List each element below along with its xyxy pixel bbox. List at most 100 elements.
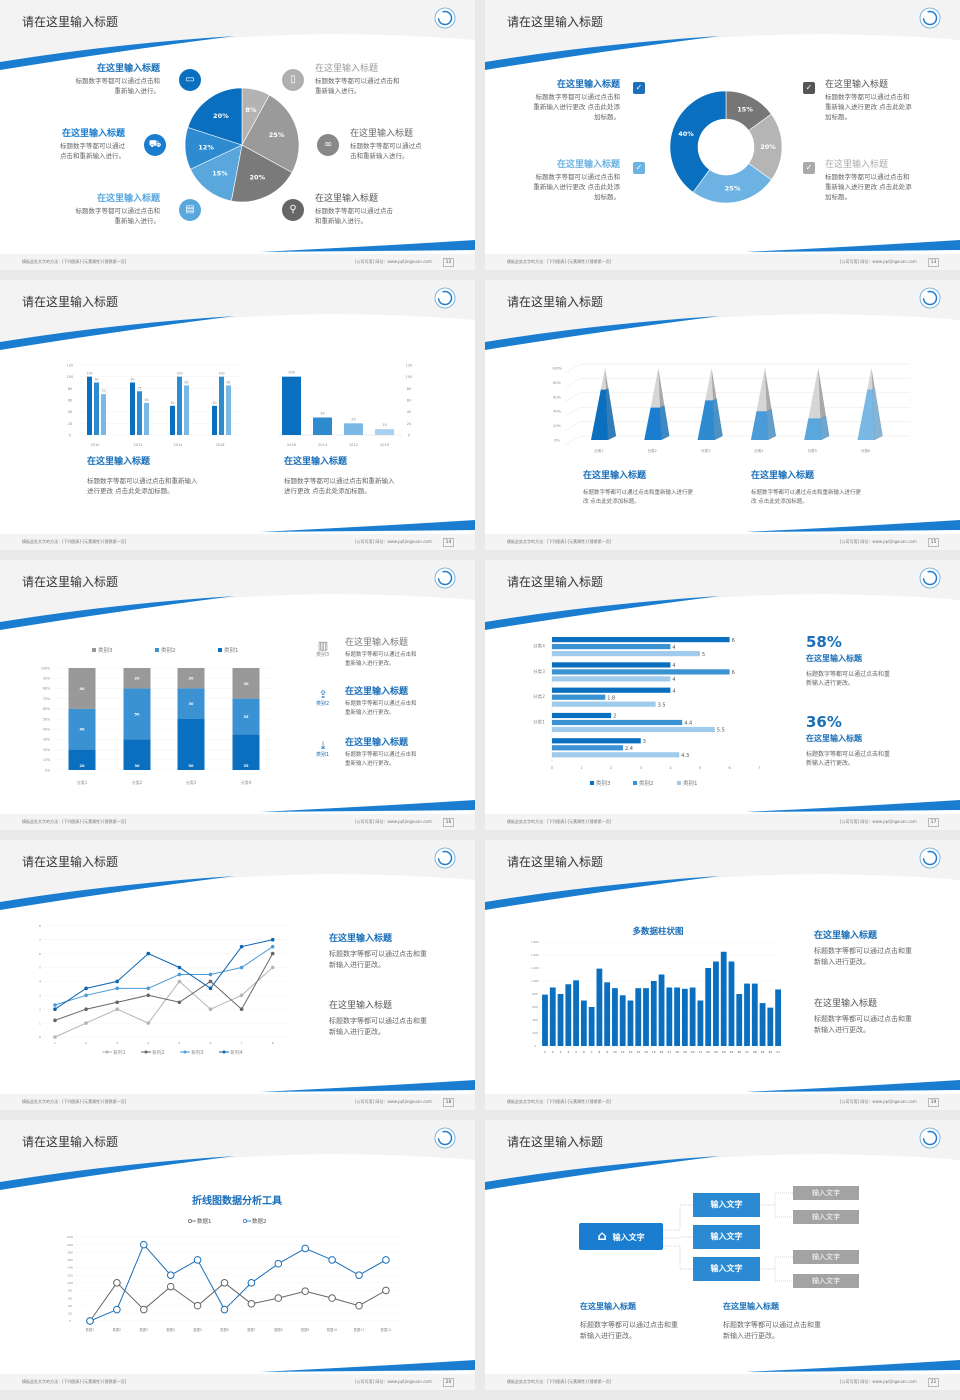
data-point (53, 1018, 57, 1023)
data-point (140, 1305, 148, 1314)
slide-14[interactable]: 请在这里输入标题 模板此处文字的方法：[下列图表]-[元素属性]-[替换第一页] [… (0, 280, 475, 550)
data-label: 30 (320, 412, 324, 416)
bar (552, 662, 671, 668)
item-desc: 标题数字等都可以通过点击和 重新输入进行更改 点击此处添 加标题。 (533, 173, 620, 202)
footer-swoosh (745, 520, 960, 532)
legend-marker (243, 1219, 247, 1223)
data-label: 5.5 (717, 728, 725, 734)
x-tick-label: 19 (683, 1050, 687, 1054)
item-desc: 标题数字等都可以通过点击和 重新输入进行。 (315, 77, 400, 96)
slide-18[interactable]: 请在这里输入标题 模板此处文字的方法：[下列图表]-[元素属性]-[替换第一页] [… (0, 840, 475, 1110)
slide-20[interactable]: 请在这里输入标题 模板此处文字的方法：[下列图表]-[元素属性]-[替换第一页] [… (0, 1120, 475, 1390)
item-desc: 标题数字等都可以通过点击 和重新输入进行。 (315, 207, 393, 226)
bar (184, 385, 189, 435)
legend-swatch (677, 781, 681, 785)
footer-swoosh (260, 1080, 475, 1092)
y-tick-label: 7 (39, 938, 41, 942)
binoculars-icon: ∞ (317, 134, 339, 156)
stacked-bar (68, 708, 96, 750)
checkbox-checked-icon[interactable]: ✓ (633, 162, 645, 174)
slide-12[interactable]: 请在这里输入标题 模板此处文字的方法：[下列图表]-[元素属性]-[替换第一页] [… (0, 0, 475, 270)
slide-17[interactable]: 请在这里输入标题 模板此处文字的方法：[下列图表]-[元素属性]-[替换第一页] [… (485, 560, 960, 830)
stacked-bar (123, 739, 151, 770)
child-node[interactable]: 输入文字 (693, 1257, 760, 1281)
slide-decor (485, 280, 960, 550)
data-point (239, 1007, 244, 1011)
footer-left-text: 模板此处文字的方法：[下列图表]-[元素属性]-[替换第一页] (507, 819, 612, 824)
child-node[interactable]: 输入文字 (693, 1193, 760, 1217)
slide-13[interactable]: 请在这里输入标题 模板此处文字的方法：[下列图表]-[元素属性]-[替换第一页] [… (485, 0, 960, 270)
y-tick-label: 20 (68, 422, 72, 426)
x-tick-label: 27 (745, 1050, 749, 1054)
series-line (54, 946, 273, 1006)
chart-3: 0% 20% 40% 60% 80% 100% 分类1 分类2 分类3 分类4 分类5 分类6 (552, 363, 910, 453)
x-tick-label: 8 (272, 1041, 274, 1045)
y-tick-label: 2 (39, 1007, 41, 1011)
footer-swoosh (745, 240, 960, 252)
child-node[interactable]: 输入文字 (693, 1225, 760, 1249)
x-tick-label: 分类2 (132, 779, 143, 785)
data-label: 30 (243, 682, 249, 686)
slide-16[interactable]: 请在这里输入标题 模板此处文字的方法：[下列图表]-[元素属性]-[替换第一页] [… (0, 560, 475, 830)
item-title: 在这里输入标题 (751, 471, 815, 481)
data-point (270, 951, 275, 956)
leaf-node[interactable]: 输入文字 (793, 1250, 859, 1264)
bar (596, 968, 603, 1046)
icon-label: 类别3 (316, 652, 330, 658)
footer-band (485, 1094, 960, 1110)
y-tick-label: 8 (39, 924, 41, 928)
leaf-node[interactable]: 输入文字 (793, 1210, 859, 1224)
x-tick-label: 数据12 (381, 1327, 391, 1332)
item-title: 在这里输入标题 (825, 80, 889, 90)
connector (663, 1204, 693, 1231)
y-tick-label: 0 (39, 1035, 41, 1039)
checkbox-checked-icon[interactable]: ✓ (803, 162, 815, 174)
bar (627, 1000, 634, 1046)
bar (580, 1000, 587, 1046)
x-tick-label: 3 (560, 1050, 562, 1054)
bar (643, 988, 649, 1046)
gridline (564, 406, 910, 417)
x-tick-label: 5 (699, 765, 702, 770)
y-tick-label: 3 (39, 994, 41, 998)
data-point (146, 951, 151, 956)
bar (552, 701, 656, 707)
logo-swirl (922, 850, 938, 866)
pyramid-fill (605, 388, 617, 441)
y-tick-label: 0 (69, 1319, 71, 1323)
stacked-bar (232, 668, 260, 699)
y-tick-label: 80% (553, 381, 561, 385)
checkbox-checked-icon[interactable]: ✓ (633, 82, 645, 94)
bar (552, 738, 641, 744)
item-desc: 标题数字等都可以通过点击和 重新输入进行更改。 (345, 652, 417, 667)
series-line (54, 967, 274, 1038)
legend-marker (222, 1050, 226, 1054)
checkbox-checked-icon[interactable]: ✓ (803, 82, 815, 94)
x-tick-label: 数据2 (113, 1327, 121, 1332)
item-title: 在这里输入标题 (580, 1302, 636, 1311)
swirl-logo-icon (434, 567, 456, 589)
bar (552, 669, 730, 675)
gridline (564, 435, 910, 446)
legend-label: 系列1 (113, 1049, 126, 1056)
x-tick-label: 16 (660, 1050, 664, 1054)
item-title: 在这里输入标题 (556, 160, 620, 170)
root-node[interactable]: ⌂ 输入文字 (579, 1223, 663, 1250)
bar (282, 376, 301, 435)
x-tick-label: 6 (583, 1050, 585, 1054)
chart-7: 多数据柱状图 0 200 400 600 800 1,000 1,200 1,400 1,600 1… (531, 926, 782, 1054)
bar-chart-icon: ▥ (317, 639, 329, 652)
leaf-node[interactable]: 输入文字 (793, 1274, 859, 1288)
bar (94, 382, 99, 435)
connector (663, 1245, 693, 1270)
data-point (146, 986, 151, 991)
slide-19[interactable]: 请在这里输入标题 模板此处文字的方法：[下列图表]-[元素属性]-[替换第一页] [… (485, 840, 960, 1110)
data-label: 20 (79, 764, 85, 768)
chart-9 (663, 1192, 793, 1282)
slide-21[interactable]: 请在这里输入标题 模板此处文字的方法：[下列图表]-[元素属性]-[替换第一页] [… (485, 1120, 960, 1390)
leaf-node[interactable]: 输入文字 (793, 1186, 859, 1200)
data-label: 6 (732, 670, 735, 676)
bar (552, 712, 612, 719)
data-point (53, 1003, 57, 1007)
slide-15[interactable]: 请在这里输入标题 模板此处文字的方法：[下列图表]-[元素属性]-[替换第一页] [… (485, 280, 960, 550)
